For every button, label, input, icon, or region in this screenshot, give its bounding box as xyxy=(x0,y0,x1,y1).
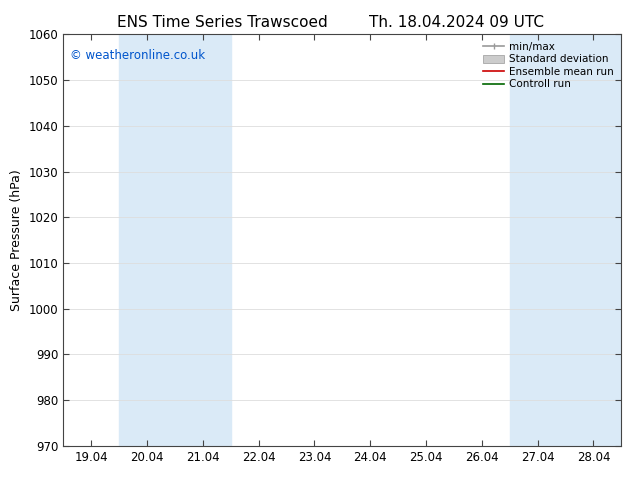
Bar xyxy=(119,34,231,446)
Text: ENS Time Series Trawscoed: ENS Time Series Trawscoed xyxy=(117,15,327,30)
Legend: min/max, Standard deviation, Ensemble mean run, Controll run: min/max, Standard deviation, Ensemble me… xyxy=(481,40,616,92)
Bar xyxy=(510,34,621,446)
Text: Th. 18.04.2024 09 UTC: Th. 18.04.2024 09 UTC xyxy=(369,15,544,30)
Y-axis label: Surface Pressure (hPa): Surface Pressure (hPa) xyxy=(10,169,23,311)
Text: © weatheronline.co.uk: © weatheronline.co.uk xyxy=(70,49,205,62)
